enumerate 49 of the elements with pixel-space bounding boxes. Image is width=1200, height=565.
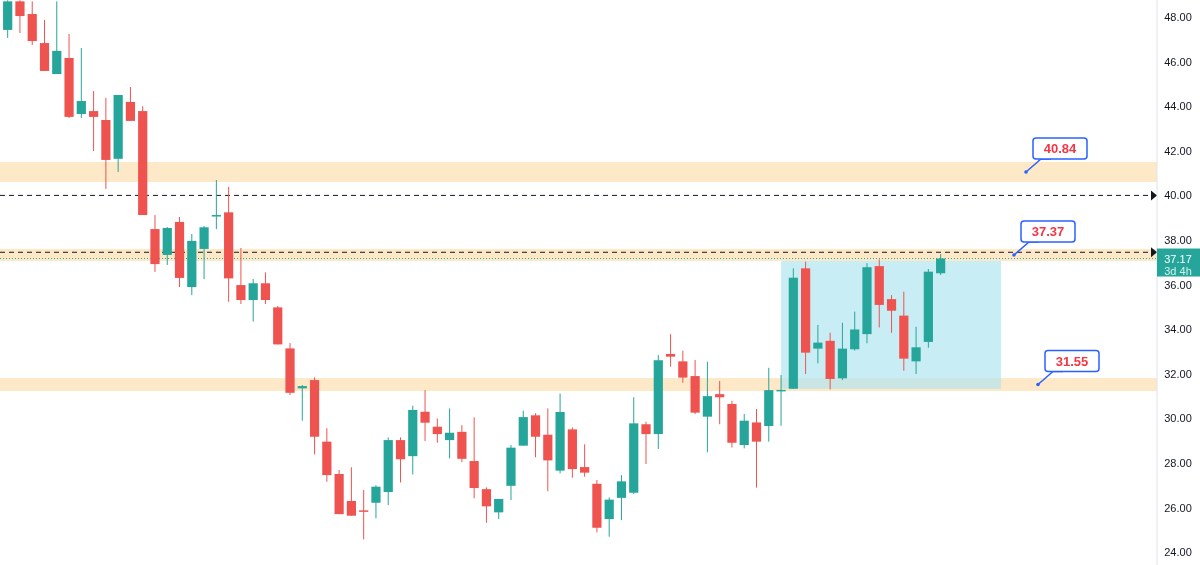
- y-tick-label: 42.00: [1164, 144, 1192, 157]
- y-tick-label: 36.00: [1164, 278, 1192, 291]
- candlestick: [395, 436, 406, 483]
- y-tick-label: 30.00: [1164, 412, 1192, 425]
- candlestick: [813, 324, 823, 364]
- candlestick: [678, 350, 688, 384]
- candlestick: [850, 311, 860, 352]
- y-tick-label: 40.00: [1164, 189, 1192, 202]
- candlestick: [236, 247, 246, 305]
- candlestick: [616, 474, 627, 521]
- candlestick: [604, 496, 614, 538]
- text: 3d 4h: [1164, 264, 1192, 277]
- y-tick-label: 28.00: [1164, 457, 1192, 470]
- candlestick: [641, 421, 651, 465]
- candlestick: [211, 179, 221, 230]
- candlestick: [445, 407, 455, 459]
- band-label: 40.84: [1043, 140, 1078, 156]
- candlestick: [580, 443, 590, 478]
- y-tick-label: 32.00: [1164, 367, 1192, 380]
- band-label: 37.37: [1031, 223, 1065, 239]
- ref-line-label: 37.17: [1164, 252, 1192, 265]
- candlestick: [715, 380, 725, 425]
- candlestick: [420, 389, 430, 442]
- candlestick: [260, 271, 271, 305]
- y-tick-label: 24.00: [1164, 546, 1192, 559]
- candlestick: [15, 0, 25, 34]
- candlestick: [89, 90, 99, 152]
- y-tick-label: 48.00: [1164, 10, 1192, 23]
- y-tick-label: 26.00: [1164, 501, 1192, 514]
- candlestick: [76, 47, 86, 119]
- candlestick: [751, 408, 762, 489]
- candlestick: [530, 412, 541, 458]
- candlestick: [346, 466, 356, 517]
- candlestick: [665, 333, 676, 368]
- candlestick: [359, 489, 369, 540]
- y-tick-label: 34.00: [1164, 323, 1192, 336]
- candlestick: [432, 417, 442, 444]
- candlestick: [248, 278, 258, 323]
- y-tick-label: 46.00: [1164, 55, 1192, 68]
- candlestick: [481, 486, 492, 524]
- band-label: 31.55: [1055, 353, 1089, 369]
- candlestick: [52, 0, 62, 75]
- candlestick: [886, 294, 897, 334]
- candlestick: [911, 326, 921, 375]
- y-tick-label: 44.00: [1164, 100, 1192, 113]
- y-tick-label: 38.00: [1164, 234, 1192, 247]
- candlestick: [702, 361, 712, 453]
- candlestick: [125, 86, 136, 122]
- candlestick: [371, 484, 381, 519]
